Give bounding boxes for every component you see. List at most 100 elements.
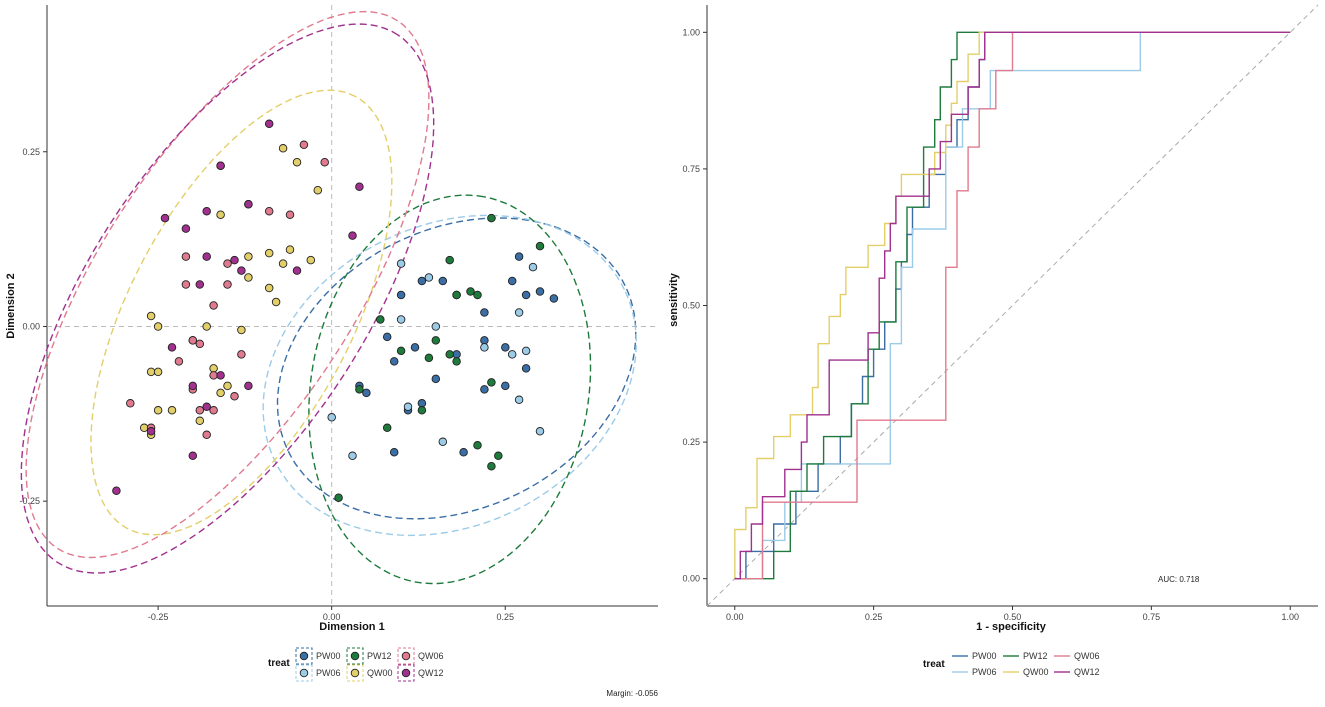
right-y-tick-label: 0.00 [682, 574, 700, 584]
point-qw00 [196, 417, 204, 425]
margin-note: Margin: -0.056 [606, 689, 658, 698]
point-pw12 [453, 291, 461, 299]
point-pw12 [474, 291, 482, 299]
point-qw06 [189, 337, 197, 345]
legend-label-qw06: QW06 [418, 651, 444, 661]
point-qw06 [265, 207, 273, 215]
legend-marker-qw12 [402, 669, 410, 677]
point-pw12 [432, 337, 440, 345]
point-qw00 [307, 256, 315, 264]
point-qw00 [154, 368, 162, 376]
point-qw00 [279, 260, 287, 268]
right-x-tick-label: 1.00 [1281, 612, 1299, 622]
point-pw12 [536, 242, 544, 250]
point-pw00 [550, 295, 558, 303]
left-legend-title: treat [268, 658, 290, 669]
point-pw12 [474, 442, 482, 450]
roc-legend-label-pw06: PW06 [972, 667, 997, 677]
point-pw12 [446, 351, 454, 359]
point-pw00 [481, 386, 489, 394]
point-pw00 [363, 389, 371, 397]
legend-label-qw12: QW12 [418, 668, 444, 678]
point-qw06 [224, 281, 232, 289]
point-qw00 [293, 158, 301, 166]
point-qw06 [127, 400, 135, 408]
point-pw12 [495, 452, 503, 460]
legend-label-pw12: PW12 [367, 651, 392, 661]
point-qw06 [203, 431, 211, 439]
legend-marker-pw06 [300, 669, 308, 677]
mds-scatter-panel: -0.25 0.00 0.25 -0.25 0.00 0.25 Dimension 1 D… [5, 5, 659, 698]
point-qw06 [210, 302, 218, 310]
point-qw12 [189, 382, 197, 390]
left-x-axis-title: Dimension 1 [319, 621, 384, 633]
legend-marker-pw12 [351, 652, 359, 660]
point-pw06 [328, 414, 336, 422]
right-x-axis-title: 1 - specificity [976, 621, 1047, 633]
roc-legend-label-pw00: PW00 [972, 651, 997, 661]
point-qw00 [154, 407, 162, 415]
roc-legend-label-qw06: QW06 [1074, 651, 1100, 661]
point-pw06 [397, 316, 405, 324]
point-pw06 [529, 263, 537, 271]
right-y-tick-label: 0.75 [682, 164, 700, 174]
point-pw00 [411, 344, 419, 352]
point-qw00 [245, 253, 253, 261]
roc-legend-label-qw00: QW00 [1023, 667, 1049, 677]
point-pw00 [390, 449, 398, 457]
point-qw00 [272, 298, 280, 306]
point-pw12 [425, 354, 433, 362]
point-qw06 [210, 372, 218, 380]
right-legend: PW00 PW12 QW06 PW06 QW00 QW12 [952, 651, 1100, 677]
legend-label-qw00: QW00 [367, 668, 393, 678]
point-pw00 [432, 375, 440, 383]
point-pw12 [397, 347, 405, 355]
point-pw06 [425, 274, 433, 282]
point-qw12 [203, 207, 211, 215]
ellipse-pw12 [309, 195, 591, 583]
point-qw06 [175, 358, 183, 366]
point-pw00 [418, 400, 426, 408]
point-qw12 [245, 382, 253, 390]
point-pw12 [467, 288, 475, 296]
left-y-tick-label: 0.00 [22, 321, 40, 331]
right-y-tick-label: 0.50 [682, 301, 700, 311]
point-qw12 [161, 214, 169, 222]
point-qw12 [265, 120, 273, 128]
point-qw12 [217, 372, 225, 380]
point-qw12 [349, 232, 357, 240]
point-pw00 [536, 288, 544, 296]
point-qw12 [113, 487, 121, 495]
point-pw00 [390, 358, 398, 366]
point-pw00 [418, 277, 426, 285]
figure-root: -0.25 0.00 0.25-0.250.000.25 Dimension 1 D… [0, 0, 1325, 707]
point-pw06 [522, 347, 530, 355]
point-pw00 [439, 277, 447, 285]
point-pw00 [383, 333, 391, 341]
left-y-tick-label: 0.25 [22, 147, 40, 157]
left-y-axis-title: Dimension 2 [5, 273, 17, 338]
point-qw06 [300, 141, 308, 149]
point-qw00 [245, 274, 253, 282]
legend-marker-qw00 [351, 669, 359, 677]
point-qw00 [168, 407, 176, 415]
legend-label-pw00: PW00 [316, 651, 341, 661]
point-pw12 [377, 316, 385, 324]
right-x-tick-label: 0.00 [726, 612, 744, 622]
point-qw12 [356, 183, 364, 191]
point-qw12 [168, 344, 176, 352]
point-pw12 [488, 214, 496, 222]
point-qw12 [147, 428, 155, 436]
right-x-tick-label: 0.25 [865, 612, 883, 622]
point-qw12 [245, 200, 253, 208]
point-pw00 [508, 277, 516, 285]
right-legend-title: treat [923, 659, 945, 670]
roc-panel: 0.00 0.25 0.50 0.75 1.00 0.00 0.25 0.50 0.75 1.00… [668, 5, 1318, 677]
point-qw00 [210, 365, 218, 373]
chance-diagonal [707, 5, 1318, 606]
point-qw00 [147, 312, 155, 320]
point-qw00 [203, 323, 211, 331]
point-pw06 [432, 323, 440, 331]
point-pw06 [515, 396, 523, 404]
point-qw00 [265, 284, 273, 292]
